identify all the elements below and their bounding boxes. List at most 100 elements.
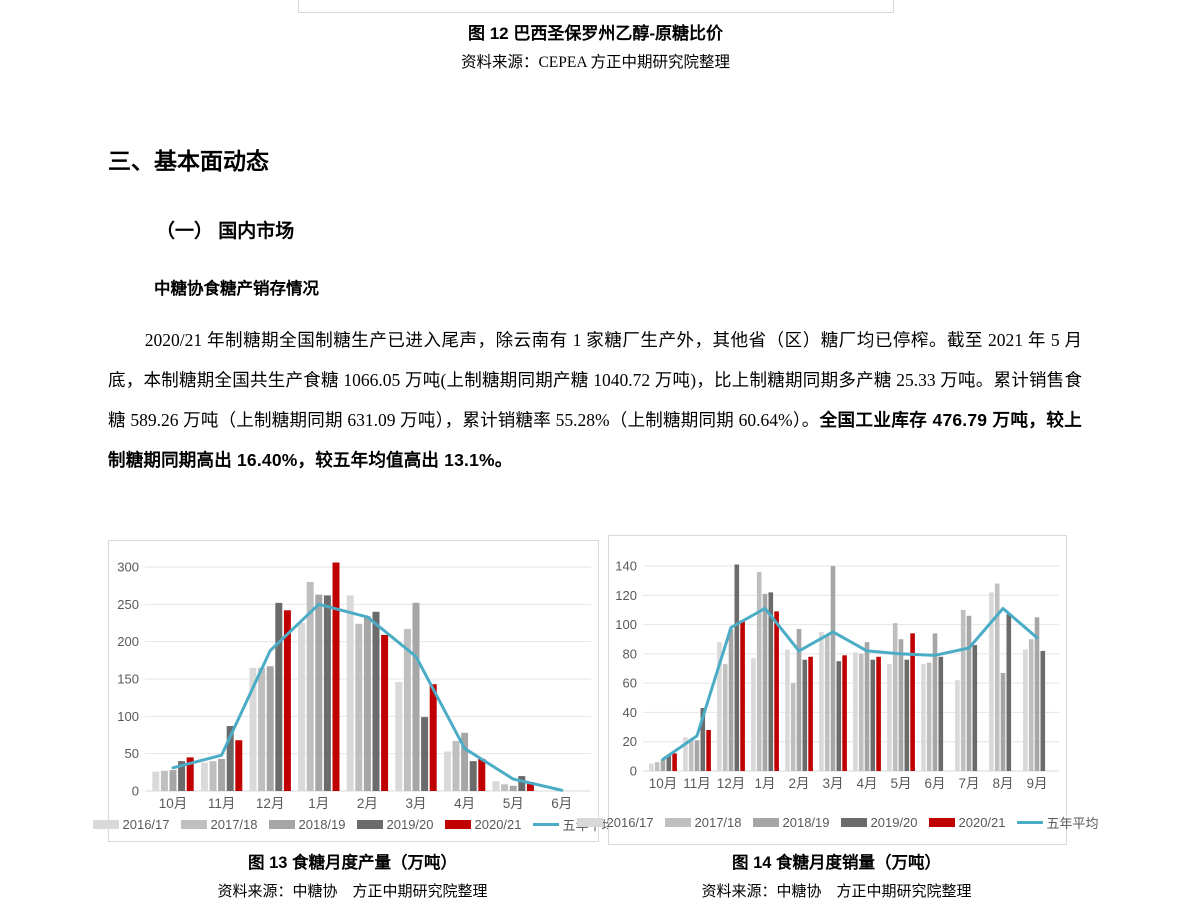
bar — [1006, 614, 1012, 771]
y-tick-label: 20 — [623, 734, 637, 749]
legend-item: 2020/21 — [444, 817, 522, 832]
legend-bar-swatch — [444, 820, 471, 829]
y-tick-labels: 0 20 40 60 80 100 120 140 — [615, 559, 637, 779]
x-tick-label: 9月 — [1026, 776, 1047, 791]
bar — [892, 623, 898, 771]
bar — [700, 708, 706, 771]
legend-line-swatch — [1016, 821, 1043, 824]
y-tick-label: 100 — [117, 709, 139, 724]
y-tick-label: 250 — [117, 597, 139, 612]
bar — [898, 639, 904, 771]
bar — [1040, 650, 1046, 771]
x-tick-label: 5月 — [503, 796, 524, 811]
legend-bar-swatch — [576, 818, 603, 827]
figure13-caption: 图 13 食糖月度产量（万吨） — [247, 854, 458, 872]
legend-bar-swatch — [356, 820, 383, 829]
legend-label: 2016/17 — [606, 815, 654, 830]
bar — [283, 610, 291, 791]
bar-series-2017-18 — [654, 571, 1034, 771]
bar — [209, 761, 217, 791]
legend-item: 2018/19 — [268, 817, 346, 832]
legend-label: 2018/19 — [298, 817, 346, 832]
bar — [796, 628, 802, 771]
bar — [443, 751, 451, 791]
bar — [756, 571, 762, 771]
bar-series-2019-20 — [178, 595, 526, 791]
figure14-chart: 0 20 40 60 80 100 120 140 10月 11月 12月 1月 2月 3月 4月 5月 6月 7… — [615, 559, 1059, 791]
bar — [258, 667, 266, 791]
legend-label: 2016/17 — [122, 817, 170, 832]
bar — [363, 616, 371, 791]
x-tick-label: 4月 — [856, 776, 877, 791]
x-tick-label: 10月 — [649, 776, 678, 791]
bar — [654, 762, 660, 771]
x-tick-label: 2月 — [788, 776, 809, 791]
y-tick-label: 200 — [117, 634, 139, 649]
bar — [910, 633, 915, 771]
x-tick-label: 11月 — [683, 776, 711, 791]
legend-bar-swatch — [92, 820, 119, 829]
average-line — [661, 606, 1039, 761]
x-tick-label: 1月 — [754, 776, 775, 791]
bar-series-2018-19 — [660, 566, 1040, 771]
legend-label: 2019/20 — [870, 815, 918, 830]
y-tick-label: 150 — [117, 672, 139, 687]
x-tick-label: 12月 — [256, 796, 285, 811]
average-line — [171, 602, 564, 792]
bar — [858, 653, 864, 771]
y-tick-label: 300 — [117, 560, 139, 575]
bar — [932, 633, 938, 771]
bar — [478, 758, 486, 791]
legend-bar-swatch — [840, 818, 867, 827]
bar — [876, 656, 881, 771]
x-tick-label: 3月 — [822, 776, 843, 791]
bar — [921, 664, 926, 771]
x-tick-label: 11月 — [208, 796, 236, 811]
bar — [938, 656, 944, 771]
y-tick-label: 50 — [125, 746, 139, 761]
y-tick-label: 120 — [615, 588, 637, 603]
bar — [926, 662, 932, 771]
x-tick-labels: 10月 11月 12月 1月 2月 3月 4月 5月 6月 — [159, 796, 573, 811]
legend-bar-swatch — [664, 818, 691, 827]
bar — [870, 659, 876, 771]
bar — [178, 761, 186, 791]
bar — [332, 562, 340, 791]
legend-item: 2017/18 — [180, 817, 258, 832]
bar — [994, 583, 1000, 771]
legend-item: 2016/17 — [576, 815, 654, 830]
legend-bar-swatch — [268, 820, 295, 829]
x-tick-label: 8月 — [992, 776, 1013, 791]
bar — [1028, 639, 1034, 771]
legend-label: 2017/18 — [210, 817, 258, 832]
bar — [509, 785, 517, 791]
bar — [266, 666, 274, 791]
bar-series-2016-17 — [152, 595, 500, 791]
x-tick-label: 3月 — [405, 796, 426, 811]
bar — [412, 602, 420, 791]
figure14-caption: 图 14 食糖月度销量（万吨） — [731, 854, 942, 872]
y-tick-labels: 0 50 100 150 200 250 300 — [117, 560, 139, 799]
bar — [734, 564, 740, 771]
bar — [1034, 617, 1040, 771]
bar — [200, 762, 208, 791]
legend-item: 2018/19 — [752, 815, 830, 830]
bar — [683, 737, 688, 771]
bar — [989, 592, 994, 771]
x-tick-label: 6月 — [551, 796, 572, 811]
bar — [887, 664, 892, 771]
bar — [355, 623, 363, 791]
bar — [169, 770, 177, 791]
x-tick-label: 7月 — [958, 776, 979, 791]
bar — [298, 623, 306, 791]
y-tick-label: 100 — [615, 617, 637, 632]
bar — [808, 656, 813, 771]
bar — [421, 717, 429, 791]
legend-bar-swatch — [928, 818, 955, 827]
bar — [955, 680, 960, 771]
bar — [461, 732, 469, 791]
y-tick-label: 140 — [615, 559, 637, 574]
body-paragraph: 2020/21 年制糖期全国制糖生产已进入尾声，除云南有 1 家糖厂生产外，其他… — [108, 320, 1082, 480]
bar — [660, 759, 666, 771]
bar — [381, 634, 389, 791]
